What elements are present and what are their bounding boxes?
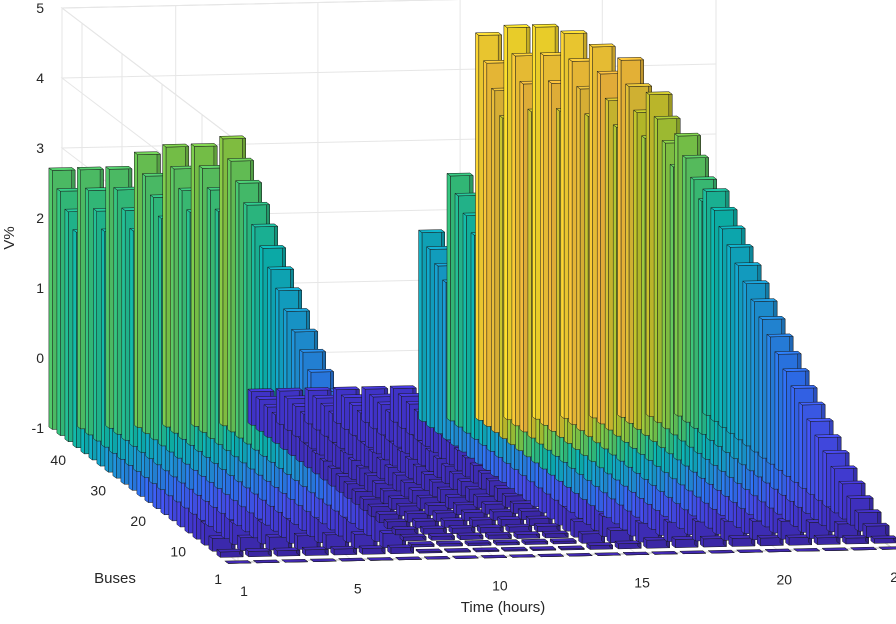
bar (500, 546, 529, 552)
bar (841, 534, 870, 545)
bar (399, 533, 427, 542)
bar (736, 549, 764, 553)
bar (870, 535, 896, 544)
x-tick-label: 15 (634, 574, 650, 590)
z-tick-label: 5 (36, 0, 44, 16)
bar (472, 547, 500, 553)
y-axis-title: Buses (94, 570, 136, 587)
bar (512, 530, 541, 540)
y-tick-label: 30 (90, 483, 106, 499)
bar (301, 546, 330, 557)
bar (520, 538, 549, 546)
z-tick-label: 4 (36, 70, 44, 86)
bar (456, 532, 484, 541)
bar (216, 548, 244, 558)
bar (528, 545, 557, 552)
bar (707, 549, 736, 554)
bar (358, 544, 386, 555)
bar (394, 556, 423, 561)
bar (407, 540, 435, 548)
bar (504, 523, 533, 534)
bar (244, 547, 273, 558)
bar (236, 534, 265, 552)
z-tick-label: -1 (32, 420, 45, 436)
bar (427, 532, 456, 541)
bar (508, 554, 537, 558)
bar (536, 553, 565, 558)
x-axis-title: Time (hours) (461, 599, 545, 616)
bar (650, 551, 679, 555)
bar (492, 539, 521, 546)
bar (565, 552, 594, 557)
x-tick-label: 10 (492, 578, 508, 594)
bar (224, 560, 252, 564)
bars-group (48, 23, 896, 564)
y-tick-label: 20 (130, 513, 146, 529)
bar (337, 557, 366, 562)
x-tick-label: 1 (240, 583, 248, 599)
y-tick-label: 10 (170, 544, 186, 560)
bar (281, 559, 309, 563)
bar (878, 546, 896, 550)
bar (764, 548, 793, 553)
bar (792, 548, 821, 552)
bar (476, 524, 505, 534)
bar (533, 522, 562, 533)
x-tick-label: 5 (354, 581, 362, 597)
bar (593, 552, 622, 556)
bar (557, 545, 586, 551)
bar (549, 537, 578, 545)
bar (862, 522, 890, 538)
z-tick-label: 3 (36, 140, 44, 156)
bar (386, 544, 415, 555)
bar (821, 547, 849, 551)
z-tick-label: 2 (36, 210, 44, 226)
x-tick-label: 24 (890, 569, 896, 585)
bar (671, 535, 699, 549)
z-tick-label: 1 (36, 280, 44, 296)
bar (415, 548, 443, 554)
x-tick-label: 20 (776, 571, 792, 587)
bar (679, 550, 707, 555)
bar (448, 524, 476, 535)
bar (443, 547, 472, 554)
z-axis-title: V% (1, 226, 18, 249)
bar (391, 525, 419, 536)
bar (464, 539, 492, 547)
bar (480, 554, 508, 559)
bar (585, 541, 614, 550)
bar (849, 546, 878, 551)
y-tick-label: 1 (214, 571, 222, 587)
bar (309, 558, 338, 562)
y-tick-label: 40 (50, 452, 66, 468)
bar (366, 557, 394, 561)
bar (423, 555, 451, 560)
bar (252, 559, 281, 564)
bar (273, 547, 301, 557)
bar (614, 540, 642, 550)
bar (419, 525, 448, 535)
bar (541, 530, 570, 539)
bar (329, 545, 358, 556)
bar (435, 540, 464, 548)
bar (451, 555, 480, 559)
bar (484, 531, 513, 540)
z-tick-label: 0 (36, 350, 44, 366)
bar (622, 551, 650, 556)
